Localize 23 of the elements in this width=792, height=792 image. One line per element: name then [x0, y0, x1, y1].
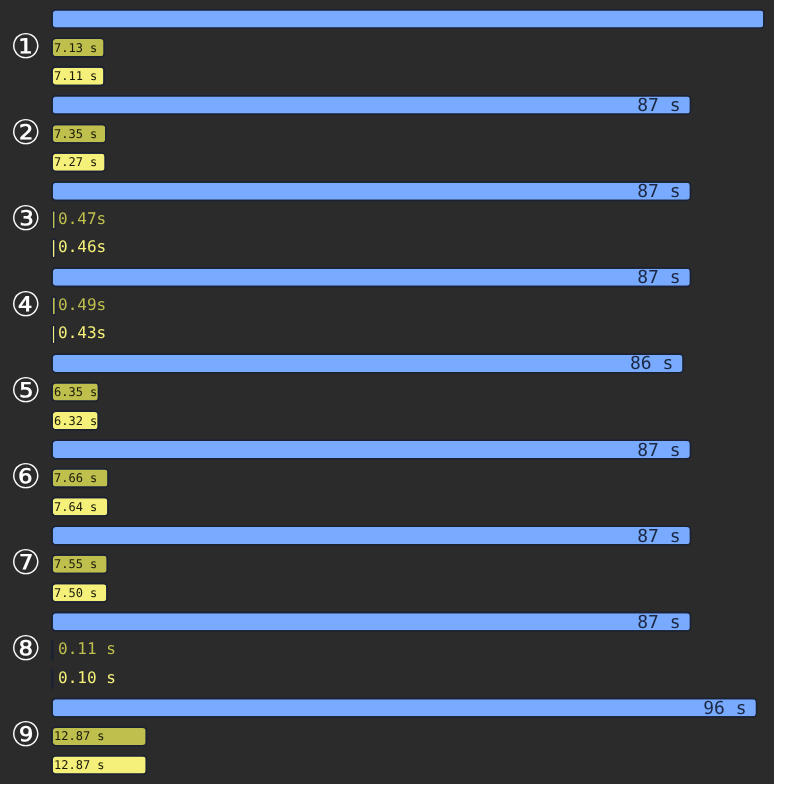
y-tick-label: ① — [10, 27, 41, 68]
data-label: 87 s — [637, 613, 681, 634]
data-label: 0.46s — [58, 238, 107, 257]
y-tick-label: ⑤ — [10, 372, 41, 412]
data-label: 86 s — [629, 355, 674, 376]
data-label: 0.11 s — [58, 640, 117, 659]
data-label: 0.43s — [58, 324, 107, 343]
data-label: 87 s — [637, 441, 681, 462]
data-label: 0.47s — [58, 209, 107, 228]
data-label: 87 s — [637, 97, 681, 118]
data-label: 87 s — [637, 183, 681, 204]
y-tick-label: ⑧ — [10, 630, 41, 671]
y-tick-label: ⑨ — [10, 716, 41, 757]
data-label: 0.49s — [58, 295, 107, 314]
y-tick-label: ② — [10, 113, 41, 154]
y-tick-label: ⑦ — [10, 544, 41, 585]
y-tick-label: ④ — [10, 285, 41, 326]
y-tick-label: ③ — [10, 199, 41, 240]
data-label: 87 s — [637, 269, 681, 290]
y-tick-label: ⑥ — [10, 458, 41, 499]
data-label: 0.10 s — [58, 668, 117, 687]
data-label: 96 s — [703, 699, 747, 720]
data-label: 87 s — [637, 527, 681, 548]
